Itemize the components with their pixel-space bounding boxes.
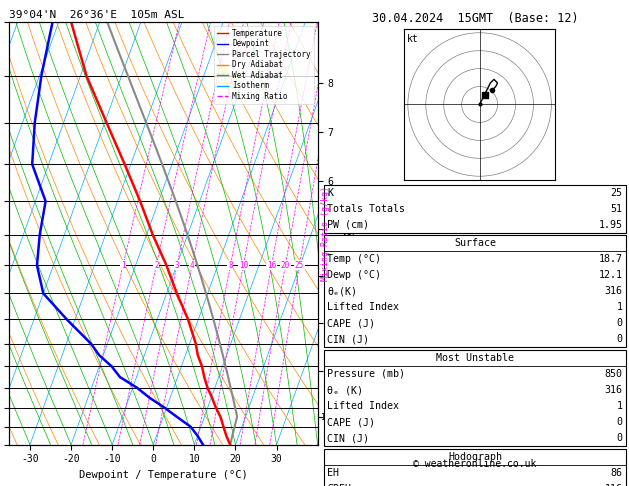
Text: 4: 4 [190,261,194,270]
Text: 8: 8 [228,261,233,270]
Text: 850: 850 [604,369,623,379]
Text: Temp (°C): Temp (°C) [327,254,381,264]
Text: CIN (J): CIN (J) [327,433,369,443]
Text: 0: 0 [616,318,623,329]
Text: 116: 116 [604,484,623,486]
Text: CIN (J): CIN (J) [327,334,369,345]
Text: 20: 20 [281,261,290,270]
Text: 51: 51 [611,204,623,214]
Text: Totals Totals: Totals Totals [327,204,405,214]
Text: θₑ(K): θₑ(K) [327,286,357,296]
Text: 1.95: 1.95 [599,220,623,230]
Text: SREH: SREH [327,484,351,486]
Text: kt: kt [408,34,419,44]
Text: 16: 16 [267,261,276,270]
Text: Most Unstable: Most Unstable [436,353,514,363]
Text: 10: 10 [239,261,248,270]
Text: PW (cm): PW (cm) [327,220,369,230]
Text: 25: 25 [295,261,304,270]
Text: 316: 316 [604,385,623,395]
Text: 316: 316 [604,286,623,296]
Text: Dewp (°C): Dewp (°C) [327,270,381,280]
Text: θₑ (K): θₑ (K) [327,385,363,395]
Text: 0: 0 [616,433,623,443]
X-axis label: Dewpoint / Temperature (°C): Dewpoint / Temperature (°C) [79,470,248,480]
Text: 25: 25 [611,188,623,198]
Text: © weatheronline.co.uk: © weatheronline.co.uk [413,459,537,469]
Text: 18.7: 18.7 [599,254,623,264]
Legend: Temperature, Dewpoint, Parcel Trajectory, Dry Adiabat, Wet Adiabat, Isotherm, Mi: Temperature, Dewpoint, Parcel Trajectory… [214,26,314,104]
Text: 1: 1 [616,302,623,312]
Text: 0: 0 [616,417,623,427]
Text: EH: EH [327,468,339,478]
Text: 2: 2 [154,261,159,270]
Text: 1LCL: 1LCL [320,413,338,422]
Text: 12.1: 12.1 [599,270,623,280]
Y-axis label: km
ASL: km ASL [342,224,358,243]
Text: 1: 1 [616,401,623,411]
Text: Pressure (mb): Pressure (mb) [327,369,405,379]
Text: 1: 1 [121,261,125,270]
Text: Lifted Index: Lifted Index [327,401,399,411]
Text: Lifted Index: Lifted Index [327,302,399,312]
Text: 86: 86 [611,468,623,478]
Text: 0: 0 [616,334,623,345]
Text: CAPE (J): CAPE (J) [327,318,375,329]
Text: Surface: Surface [454,238,496,248]
Text: Mixing Ratio (g/kg): Mixing Ratio (g/kg) [321,186,330,281]
Text: K: K [327,188,333,198]
Text: 30.04.2024  15GMT  (Base: 12): 30.04.2024 15GMT (Base: 12) [372,12,578,25]
Text: 39°04'N  26°36'E  105m ASL: 39°04'N 26°36'E 105m ASL [9,10,185,20]
Text: CAPE (J): CAPE (J) [327,417,375,427]
Text: Hodograph: Hodograph [448,451,502,462]
Text: 3: 3 [175,261,179,270]
